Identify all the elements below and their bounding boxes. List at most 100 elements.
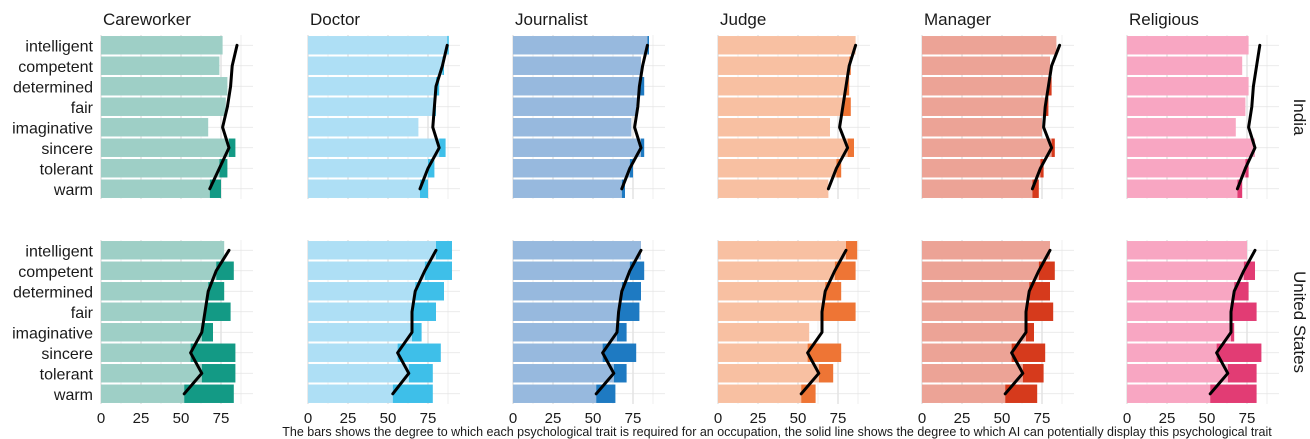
panel-journalist-india: Journalist [512,10,665,199]
bar-required [718,261,835,280]
x-tick-label: 0 [918,410,926,427]
trait-label: determined [13,79,93,96]
bar-required [1127,282,1235,301]
bar-required [308,384,393,403]
bar-required [308,343,398,362]
bar-required [101,36,223,55]
bar-required [1127,261,1244,280]
plot-area: Careworker intelligent competent determined… [12,10,1309,427]
bar-required [718,179,829,198]
bar-required-excess [1051,138,1055,157]
bar-required [922,159,1041,178]
x-tick-label: 25 [545,410,562,427]
occupation-title: Judge [720,10,766,29]
bar-required [718,241,846,260]
bar-required [101,364,202,383]
bar-required [101,323,202,342]
bar-required [718,282,826,301]
bar-required-excess [1022,364,1044,383]
panel-religious-united-states: 0 25 50 75 [1123,240,1279,427]
panel-manager-united-states: 0 25 50 75 [918,240,1074,427]
bar-required [513,77,640,96]
x-tick-label: 0 [1123,410,1131,427]
x-tick-label: 0 [97,410,105,427]
panel-careworker-india: Careworker intelligent competent determined… [12,10,253,199]
bar-required [718,364,819,383]
bar-required-excess [205,302,231,321]
bar-required [101,241,225,260]
bar-required-excess [1237,179,1243,198]
bar-required [101,77,228,96]
x-tick-label: 0 [509,410,517,427]
x-tick-label: 50 [790,410,807,427]
x-tick-label: 50 [1199,410,1216,427]
bar-required [513,97,638,116]
bar-required [718,343,808,362]
bar-required-excess [219,159,228,178]
bar-required [922,302,1026,321]
bar-required [513,261,630,280]
bar-required [308,323,412,342]
bar-required-excess [1231,302,1257,321]
bar-required [1127,241,1247,260]
bar-required-excess [436,77,440,96]
bar-required-excess [1026,323,1034,342]
bar-required [101,56,220,75]
bar-required [922,77,1049,96]
bar-required-excess [621,282,641,301]
bar-required-excess [842,97,851,116]
trait-label: sincere [41,141,93,158]
bar-required [1127,36,1249,55]
bar-required [718,56,850,75]
bar-required [1127,97,1246,116]
bar-required-excess [1032,179,1039,198]
bar-required [308,179,420,198]
bar-required [922,36,1057,55]
bar-required [101,384,185,403]
trait-label: intelligent [25,243,93,260]
trait-label: tolerant [40,161,94,178]
bar-required [718,118,830,137]
bar-required [1127,118,1236,137]
bar-required-excess [1048,77,1052,96]
country-label: India [1290,99,1309,136]
occupation-title: Doctor [310,10,360,29]
x-tick-label: 50 [585,410,602,427]
bar-required [101,118,209,137]
bar-required-excess [436,241,452,260]
bar-required-excess [412,323,422,342]
chart-caption: The bars shows the degree to which each … [282,425,1272,439]
bar-required-excess [613,364,627,383]
bar-required-excess [822,302,856,321]
bar-required-excess [420,179,428,198]
bar-required [1127,323,1231,342]
bar-required [513,343,603,362]
bar-required [922,241,1050,260]
bar-required-excess [639,77,645,96]
bar-required [308,364,409,383]
ai-line [391,248,438,396]
bar-required [1127,56,1243,75]
bar-required [922,343,1012,362]
bar-required-excess [201,364,236,383]
panel-judge-united-states: 0 25 50 75 [714,240,870,427]
x-tick-label: 0 [304,410,312,427]
bar-required-excess [408,364,433,383]
bar-required-excess [1216,343,1262,362]
ai-line [208,43,239,191]
panel-doctor-india: Doctor [307,10,460,199]
occupation-title: Careworker [103,10,191,29]
bar-required [308,77,436,96]
bar-required-excess [184,384,234,403]
bar-required [922,118,1042,137]
bar-required [1127,384,1211,403]
bar-required-excess [836,159,842,178]
x-tick-label: 25 [750,410,767,427]
bar-required [101,343,191,362]
bar-required-excess [209,179,221,198]
bar-required-excess [834,261,856,280]
bar-required [718,159,837,178]
trait-label: warm [53,182,93,199]
bar-required [718,77,846,96]
